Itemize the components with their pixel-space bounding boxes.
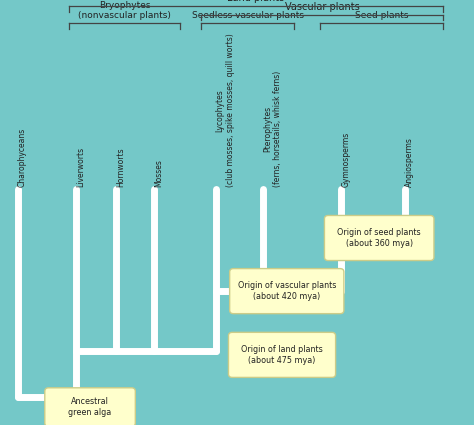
Text: Charophyceans: Charophyceans: [18, 128, 27, 187]
Text: Seedless vascular plants: Seedless vascular plants: [191, 11, 304, 20]
FancyBboxPatch shape: [228, 332, 336, 377]
Text: Origin of seed plants
(about 360 mya): Origin of seed plants (about 360 mya): [337, 228, 421, 248]
Text: Vascular plants: Vascular plants: [285, 2, 360, 12]
Text: Liverworts: Liverworts: [76, 147, 85, 187]
Text: Angiosperms: Angiosperms: [405, 137, 414, 187]
Text: Seed plants: Seed plants: [355, 11, 408, 20]
Text: Origin of vascular plants
(about 420 mya): Origin of vascular plants (about 420 mya…: [237, 281, 336, 301]
Text: Hornworts: Hornworts: [116, 147, 125, 187]
FancyBboxPatch shape: [45, 388, 136, 425]
Text: Pterophytes
(ferns, horsetails, whisk ferns): Pterophytes (ferns, horsetails, whisk fe…: [263, 71, 283, 187]
Text: Gymnosperms: Gymnosperms: [341, 132, 350, 187]
Text: Land plants: Land plants: [228, 0, 284, 3]
Text: Bryophytes
(nonvascular plants): Bryophytes (nonvascular plants): [78, 1, 171, 20]
FancyBboxPatch shape: [229, 269, 344, 314]
Text: Ancestral
green alga: Ancestral green alga: [68, 397, 112, 417]
Text: Lycophytes
(club mosses, spike mosses, quill worts): Lycophytes (club mosses, spike mosses, q…: [216, 33, 235, 187]
FancyBboxPatch shape: [324, 215, 434, 261]
Text: Mosses: Mosses: [154, 159, 163, 187]
Text: Origin of land plants
(about 475 mya): Origin of land plants (about 475 mya): [241, 345, 323, 365]
